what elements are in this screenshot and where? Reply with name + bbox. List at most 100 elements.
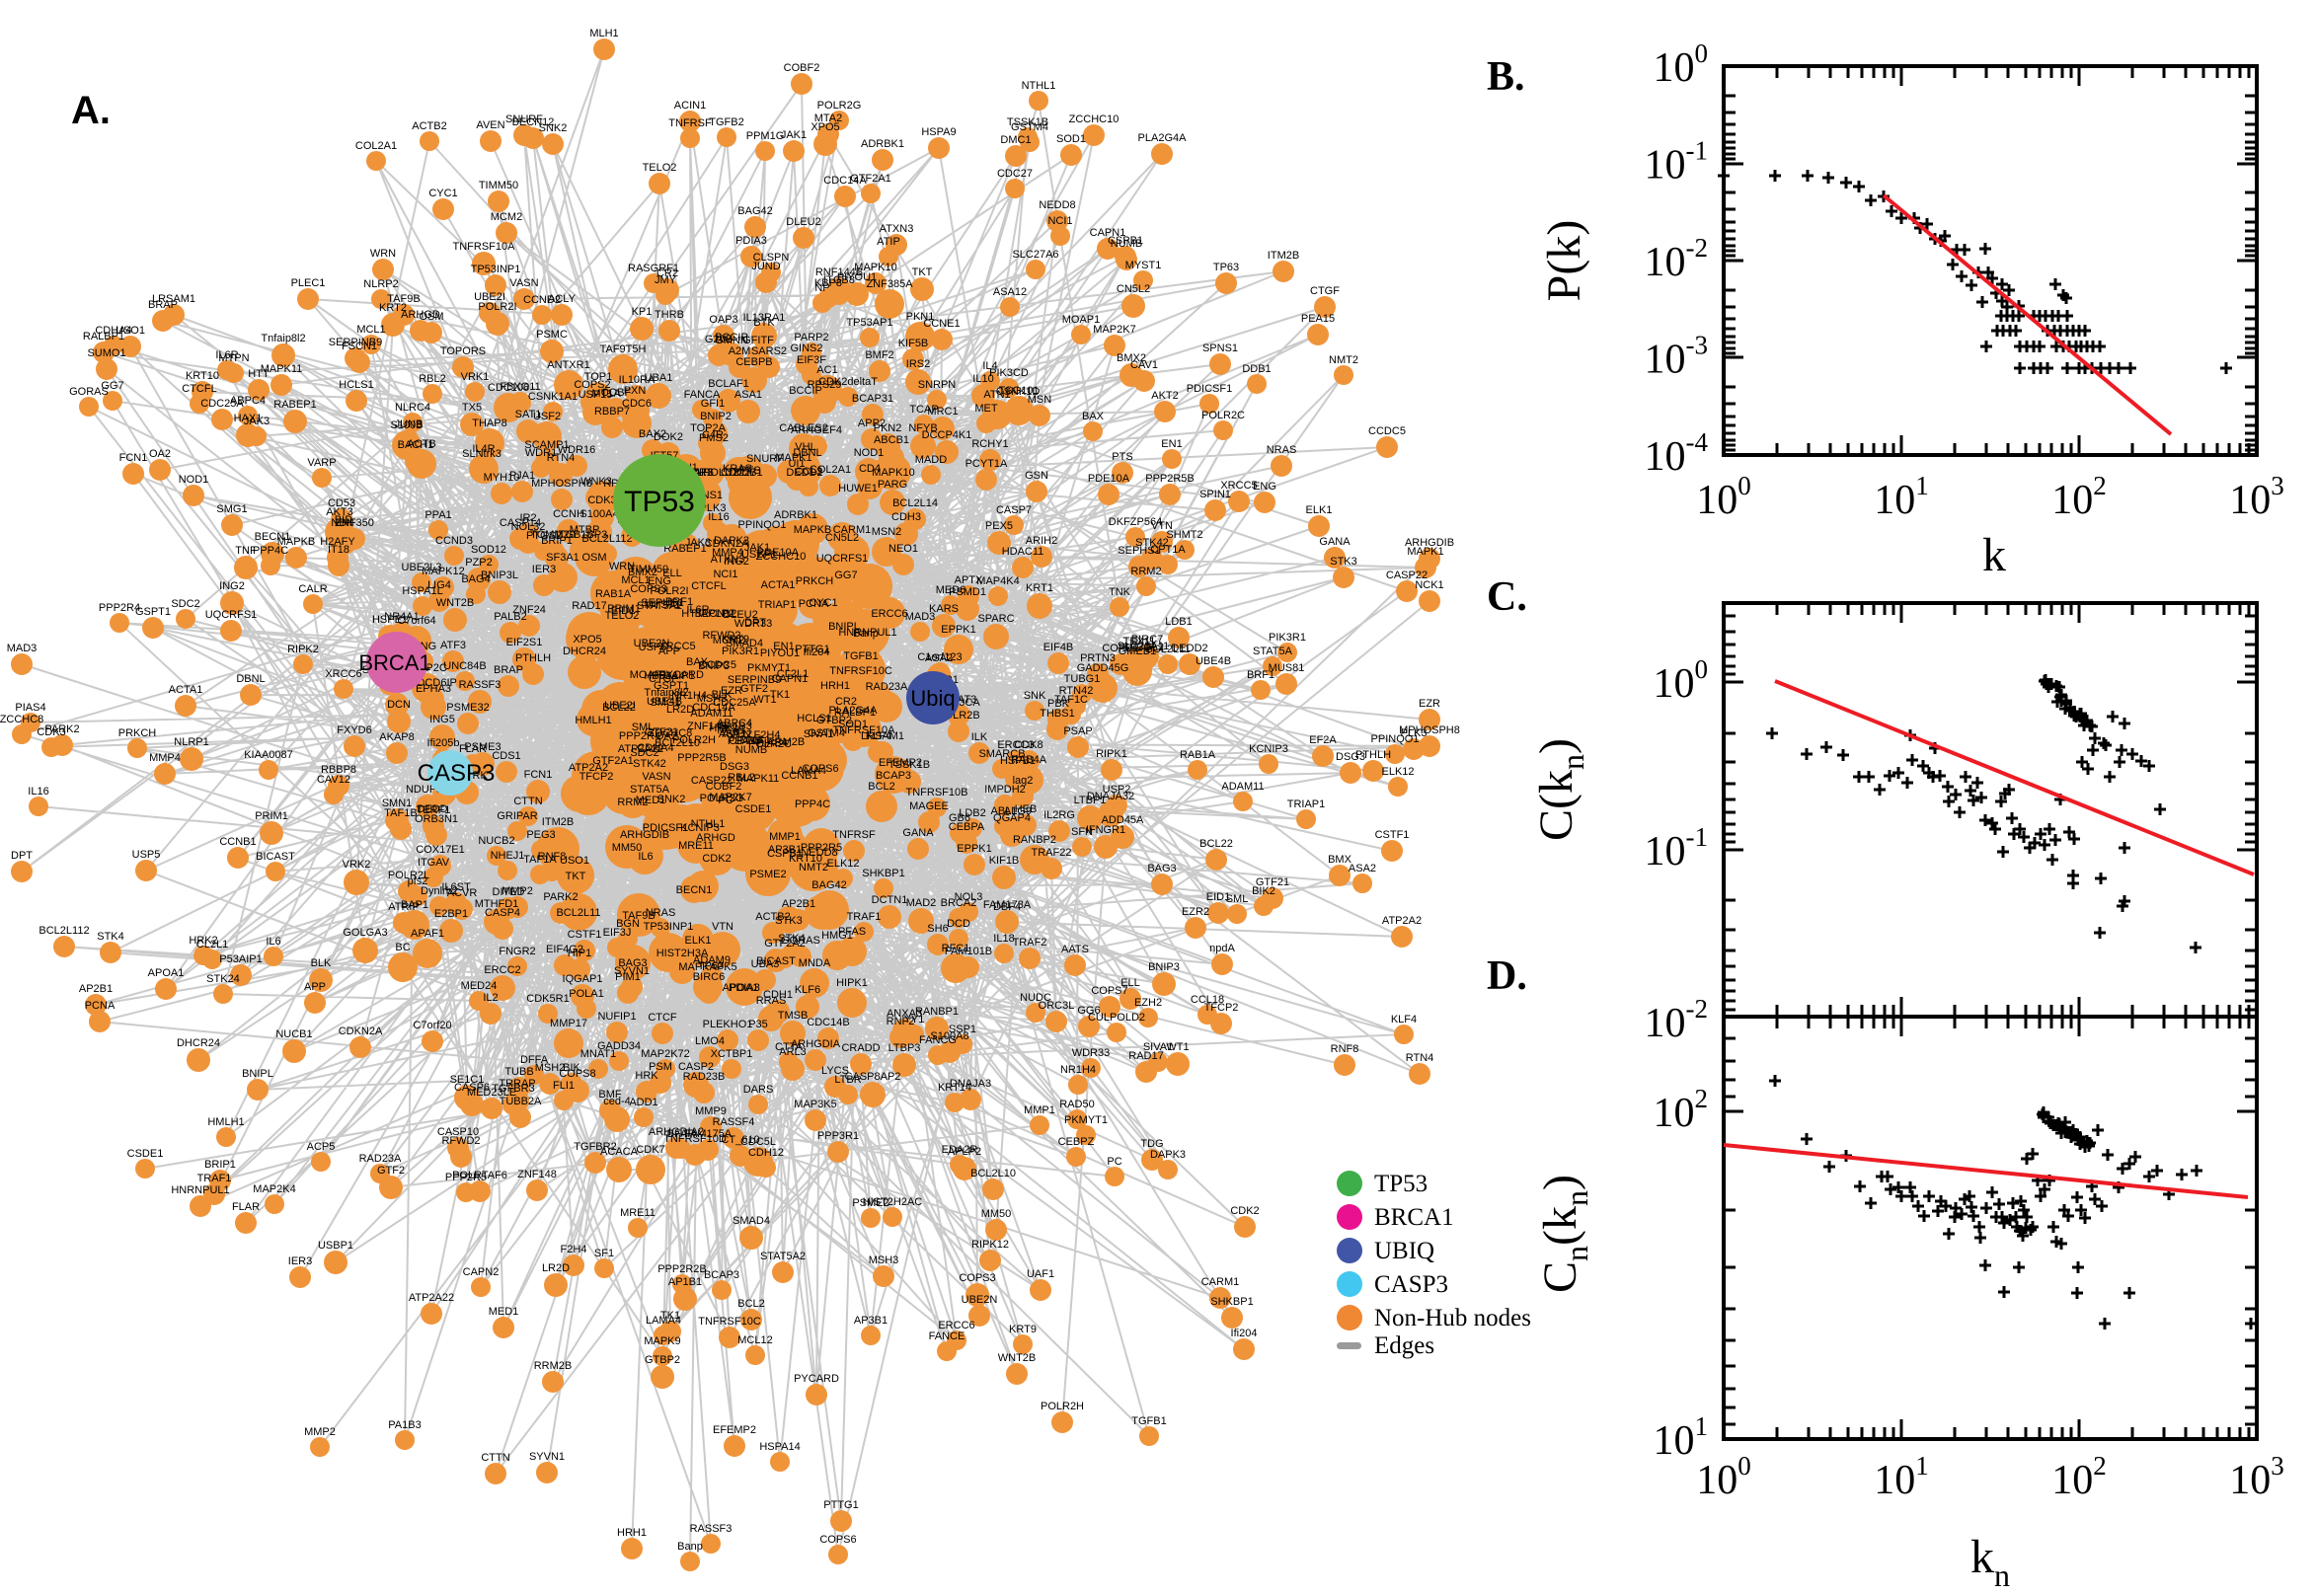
svg-text:GG6: GG6 — [1077, 1005, 1100, 1017]
svg-text:SH6: SH6 — [927, 923, 948, 935]
svg-text:TNFRSF10B: TNFRSF10B — [906, 787, 968, 798]
svg-text:ABL1: ABL1 — [991, 805, 1018, 817]
svg-text:PPP2R5B: PPP2R5B — [677, 752, 727, 764]
svg-text:PPM1G: PPM1G — [746, 130, 785, 142]
svg-text:CPT1A: CPT1A — [729, 735, 764, 747]
svg-text:UBA3: UBA3 — [751, 958, 780, 970]
svg-text:CDC25A: CDC25A — [713, 697, 756, 709]
svg-text:C7orf64: C7orf64 — [397, 615, 435, 627]
svg-text:DNAJA3: DNAJA3 — [950, 1078, 991, 1090]
svg-text:MYST1: MYST1 — [645, 599, 681, 611]
svg-text:EPPK1: EPPK1 — [957, 843, 991, 855]
svg-text:BMX2: BMX2 — [628, 567, 657, 578]
svg-text:CSPB1: CSPB1 — [1108, 235, 1143, 247]
svg-text:HSPA14: HSPA14 — [759, 1441, 800, 1453]
svg-text:BRAP: BRAP — [148, 299, 178, 311]
svg-text:IL10: IL10 — [972, 373, 993, 385]
svg-text:HRH1: HRH1 — [617, 1527, 647, 1539]
svg-text:PA1B3: PA1B3 — [388, 1419, 421, 1431]
svg-text:MAGEE: MAGEE — [909, 800, 949, 812]
svg-text:DAPK3: DAPK3 — [1150, 1149, 1186, 1161]
svg-text:CN5L2: CN5L2 — [1117, 283, 1150, 295]
svg-text:PARK2: PARK2 — [543, 891, 578, 903]
svg-text:PPP2R4: PPP2R4 — [619, 730, 660, 742]
svg-text:CDC106: CDC106 — [488, 382, 529, 394]
svg-text:FAM173A: FAM173A — [983, 899, 1032, 911]
svg-text:ING5: ING5 — [429, 714, 455, 725]
svg-text:AKT2: AKT2 — [1151, 390, 1179, 402]
svg-text:EFEMP2: EFEMP2 — [713, 1424, 756, 1436]
svg-text:SLC27A6: SLC27A6 — [1012, 249, 1058, 261]
svg-text:SMARCB: SMARCB — [978, 748, 1025, 760]
svg-text:PLK3: PLK3 — [700, 502, 727, 514]
svg-text:PDE10A: PDE10A — [1088, 473, 1130, 485]
svg-text:ACTB2: ACTB2 — [412, 120, 446, 132]
svg-text:BCAP31: BCAP31 — [852, 393, 893, 405]
svg-text:SUMO1: SUMO1 — [87, 347, 125, 359]
svg-text:MAPK11: MAPK11 — [261, 363, 303, 375]
svg-text:IER3: IER3 — [288, 1255, 312, 1267]
svg-text:HDAC11: HDAC11 — [1002, 546, 1044, 558]
svg-text:JUNB: JUNB — [395, 418, 424, 430]
svg-text:CDK2: CDK2 — [1230, 1205, 1259, 1217]
svg-text:BRCA2: BRCA2 — [941, 897, 977, 909]
svg-text:E2BP1: E2BP1 — [434, 908, 468, 920]
svg-text:STAT5A: STAT5A — [630, 784, 670, 796]
svg-text:SIVA1: SIVA1 — [1143, 1041, 1173, 1053]
svg-text:EZR: EZR — [721, 685, 742, 697]
svg-text:TP53: TP53 — [624, 486, 695, 518]
svg-text:CDS1: CDS1 — [492, 750, 520, 762]
svg-text:COPS8: COPS8 — [559, 1068, 595, 1080]
svg-text:LDB1: LDB1 — [1165, 616, 1193, 628]
svg-text:MAPKB: MAPKB — [277, 536, 316, 548]
svg-text:PSM: PSM — [649, 1061, 672, 1073]
svg-text:PA1B3: PA1B3 — [719, 721, 751, 732]
svg-text:CDK2deltaT: CDK2deltaT — [818, 376, 878, 388]
svg-text:PDE10A: PDE10A — [757, 547, 800, 559]
svg-text:TUBB2A: TUBB2A — [500, 1096, 542, 1107]
svg-text:NTHL1: NTHL1 — [1022, 80, 1056, 92]
svg-text:CTCF: CTCF — [648, 1012, 677, 1024]
svg-text:CDK2: CDK2 — [702, 853, 731, 865]
svg-text:BCCIP: BCCIP — [715, 332, 748, 343]
svg-text:IL6R: IL6R — [215, 349, 238, 361]
svg-text:PSME2: PSME2 — [852, 1197, 888, 1209]
svg-text:CSNK1A1: CSNK1A1 — [528, 391, 578, 403]
svg-text:CCNH: CCNH — [553, 508, 584, 520]
svg-text:Banp: Banp — [677, 1541, 703, 1553]
svg-text:BECN1: BECN1 — [676, 884, 713, 896]
svg-text:CCND2: CCND2 — [523, 294, 561, 306]
svg-text:PEA15: PEA15 — [1301, 313, 1335, 325]
svg-text:STK42: STK42 — [1135, 537, 1169, 549]
svg-text:SLC25A11: SLC25A11 — [1118, 641, 1169, 652]
svg-text:TNFRSF: TNFRSF — [832, 829, 876, 841]
svg-text:CD53: CD53 — [328, 497, 355, 509]
svg-text:PSME3: PSME3 — [464, 741, 501, 753]
svg-text:ACACA: ACACA — [600, 1146, 639, 1158]
svg-text:CDH12: CDH12 — [748, 1147, 784, 1159]
svg-text:ILK: ILK — [971, 731, 988, 743]
svg-text:UBE2N: UBE2N — [634, 638, 670, 649]
svg-text:FXYD6: FXYD6 — [337, 724, 371, 736]
svg-text:LRSAM1: LRSAM1 — [152, 293, 195, 305]
svg-text:UBE2N: UBE2N — [962, 1294, 998, 1306]
svg-text:CTGF: CTGF — [649, 673, 678, 685]
svg-text:BNIPL: BNIPL — [828, 621, 860, 633]
svg-text:SMG1: SMG1 — [650, 697, 680, 709]
svg-text:BIK2: BIK2 — [1252, 885, 1275, 897]
svg-text:CCL18: CCL18 — [1191, 994, 1224, 1006]
svg-text:FANCA: FANCA — [684, 389, 721, 401]
svg-text:CL2L1: CL2L1 — [777, 668, 809, 680]
svg-text:UAF1: UAF1 — [1027, 1268, 1054, 1280]
svg-text:ced-4: ced-4 — [603, 1096, 631, 1107]
svg-text:CASP22: CASP22 — [691, 775, 733, 787]
svg-text:MED23LE: MED23LE — [467, 1087, 516, 1099]
svg-text:GTF2: GTF2 — [377, 1165, 405, 1177]
svg-text:BID: BID — [335, 514, 352, 526]
svg-text:PKMYT1: PKMYT1 — [1064, 1114, 1108, 1126]
svg-text:CSTF1: CSTF1 — [568, 929, 602, 941]
svg-text:MED1: MED1 — [636, 795, 666, 806]
svg-text:MAP2K7: MAP2K7 — [709, 792, 751, 803]
svg-text:LTBP1: LTBP1 — [1074, 795, 1107, 806]
svg-text:COBF2: COBF2 — [706, 781, 742, 793]
